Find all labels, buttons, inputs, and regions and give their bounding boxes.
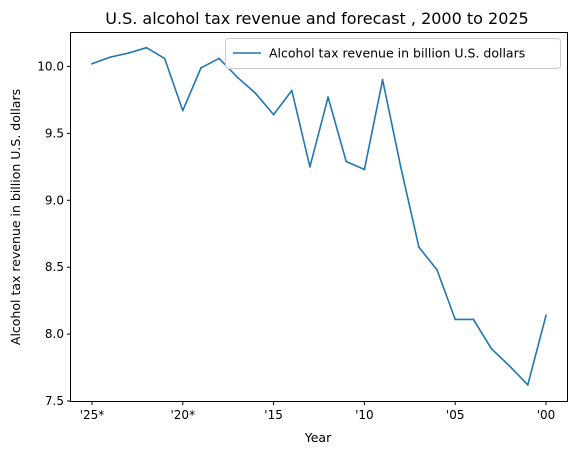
data-point [309, 165, 311, 168]
data-point [236, 76, 239, 79]
data-point [508, 365, 511, 368]
data-point [127, 52, 130, 54]
chart-title: U.S. alcohol tax revenue and forecast , … [105, 9, 528, 28]
y-tick-label: 10.0 [37, 59, 64, 73]
data-point [109, 56, 112, 58]
data-point [272, 113, 275, 116]
data-point [345, 160, 348, 163]
data-point [399, 165, 402, 168]
y-tick-label: 8.0 [45, 327, 64, 341]
x-axis-label: Year [304, 430, 332, 445]
data-point [181, 109, 184, 112]
legend-label: Alcohol tax revenue in billion U.S. doll… [269, 46, 525, 61]
x-tick-label: '00 [537, 408, 556, 422]
data-point [327, 96, 329, 99]
legend: Alcohol tax revenue in billion U.S. doll… [225, 38, 561, 69]
series-line [91, 46, 547, 386]
data-point [363, 168, 366, 171]
x-tick-label: '10 [355, 408, 374, 422]
data-point [218, 57, 221, 60]
data-point [490, 347, 493, 350]
x-tick-label: '20* [171, 408, 196, 422]
data-point [454, 318, 457, 321]
plot-content [91, 46, 547, 386]
data-point [254, 92, 257, 95]
data-point [472, 318, 475, 321]
legend-box [225, 38, 561, 69]
x-tick-label: '15 [264, 408, 283, 422]
y-axis-label: Alcohol tax revenue in billion U.S. doll… [8, 89, 23, 345]
y-tick-label: 8.5 [45, 260, 64, 274]
y-tick-label: 9.5 [45, 126, 64, 140]
x-axis-ticks: '25* '20* '15 '10 '05 '00 [80, 401, 556, 422]
y-tick-label: 9.0 [45, 193, 64, 207]
x-tick-label: '25* [80, 408, 105, 422]
data-point [418, 246, 420, 249]
axes-frame [70, 32, 568, 402]
y-axis-ticks: 7.5 8.0 8.5 9.0 9.5 10.0 [37, 59, 71, 408]
data-point [436, 269, 438, 271]
x-tick-label: '05 [446, 408, 465, 422]
data-point [145, 46, 148, 49]
data-point [526, 384, 529, 386]
data-point [91, 62, 93, 65]
data-point [545, 314, 547, 317]
data-point [163, 57, 166, 60]
data-point [200, 66, 202, 69]
y-tick-label: 7.5 [45, 394, 64, 408]
data-point [381, 78, 384, 81]
data-point [290, 89, 293, 92]
